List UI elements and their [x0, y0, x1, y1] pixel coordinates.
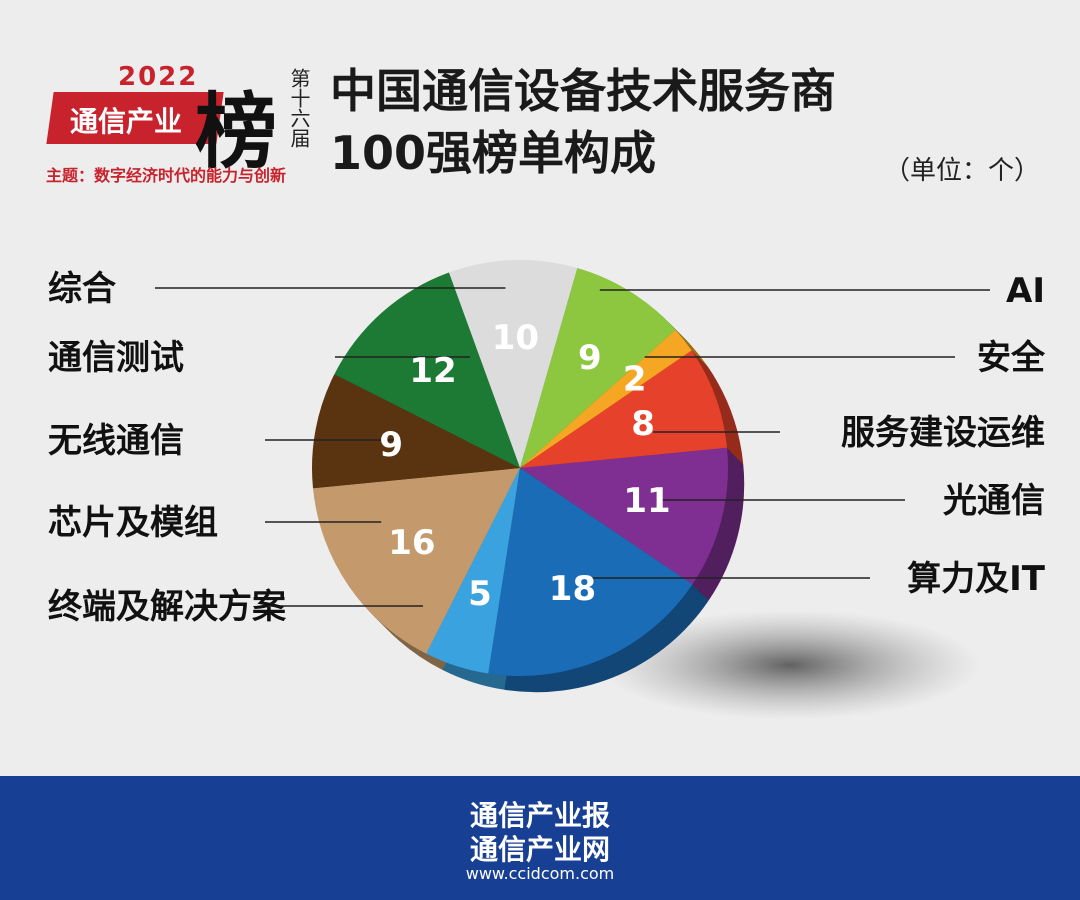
data-label: 11: [623, 481, 670, 521]
footer-line2: 通信产业网: [469, 833, 610, 866]
logo-big-char: 榜: [195, 84, 278, 180]
data-label: 18: [549, 569, 596, 609]
pie-slice: [520, 447, 728, 585]
slice-label: 算力及IT: [907, 559, 1046, 599]
pie-slice: [520, 329, 692, 468]
title-line1: 中国通信设备技术服务商: [330, 64, 836, 118]
data-label: 10: [492, 318, 539, 358]
data-label: 2: [623, 359, 647, 399]
logo-theme: 主题：数字经济时代的能力与创新: [46, 166, 287, 185]
pie-slice: [312, 374, 520, 489]
data-label: 16: [388, 523, 435, 563]
slice-label: 芯片及模组: [48, 503, 218, 543]
title-line2: 100强榜单构成: [330, 126, 657, 180]
slice-label: 光通信: [943, 481, 1045, 521]
pie-slice: [334, 272, 520, 468]
pie-shadow: [600, 610, 980, 720]
pie-slice: [312, 468, 520, 654]
pie-slice: [448, 260, 578, 468]
pie-chart: 10 综合 9 AI 2 安全 8 服务建设运维 11 光通信 18 算力及IT 5 通信测试 16 无线通信…: [48, 260, 1046, 720]
unit-label: （单位：个）: [883, 156, 1040, 186]
data-label: 5: [468, 574, 492, 614]
slice-label: 终端及解决方案: [48, 587, 287, 627]
logo: 2022 通信产业 榜 第十六届 主题：数字经济时代的能力与创新: [40, 60, 320, 190]
footer-url: www.ccidcom.com: [465, 864, 615, 883]
slice-label: 服务建设运维: [841, 413, 1045, 453]
data-label: 12: [409, 351, 456, 391]
pie-slice: [488, 468, 693, 676]
slice-label: 安全: [977, 338, 1046, 378]
logo-year: 2022: [118, 62, 199, 92]
page-title: 中国通信设备技术服务商 100强榜单构成: [330, 60, 836, 184]
data-label: 8: [631, 404, 655, 444]
data-label: 9: [379, 425, 403, 465]
slice-label: 无线通信: [48, 421, 184, 461]
footer-line1: 通信产业报: [469, 799, 610, 832]
pie-slice: [520, 350, 728, 468]
logo-name: 通信产业: [70, 105, 183, 138]
data-label: 9: [578, 338, 602, 378]
slice-label: 通信测试: [48, 338, 184, 378]
pie-slice: [520, 268, 676, 468]
slice-label: AI: [1006, 271, 1045, 311]
slice-label: 综合: [48, 269, 116, 309]
pie-slice: [426, 468, 520, 674]
footer: 通信产业报 通信产业网 www.ccidcom.com: [0, 776, 1080, 900]
logo-edition: 第十六届: [287, 68, 311, 148]
